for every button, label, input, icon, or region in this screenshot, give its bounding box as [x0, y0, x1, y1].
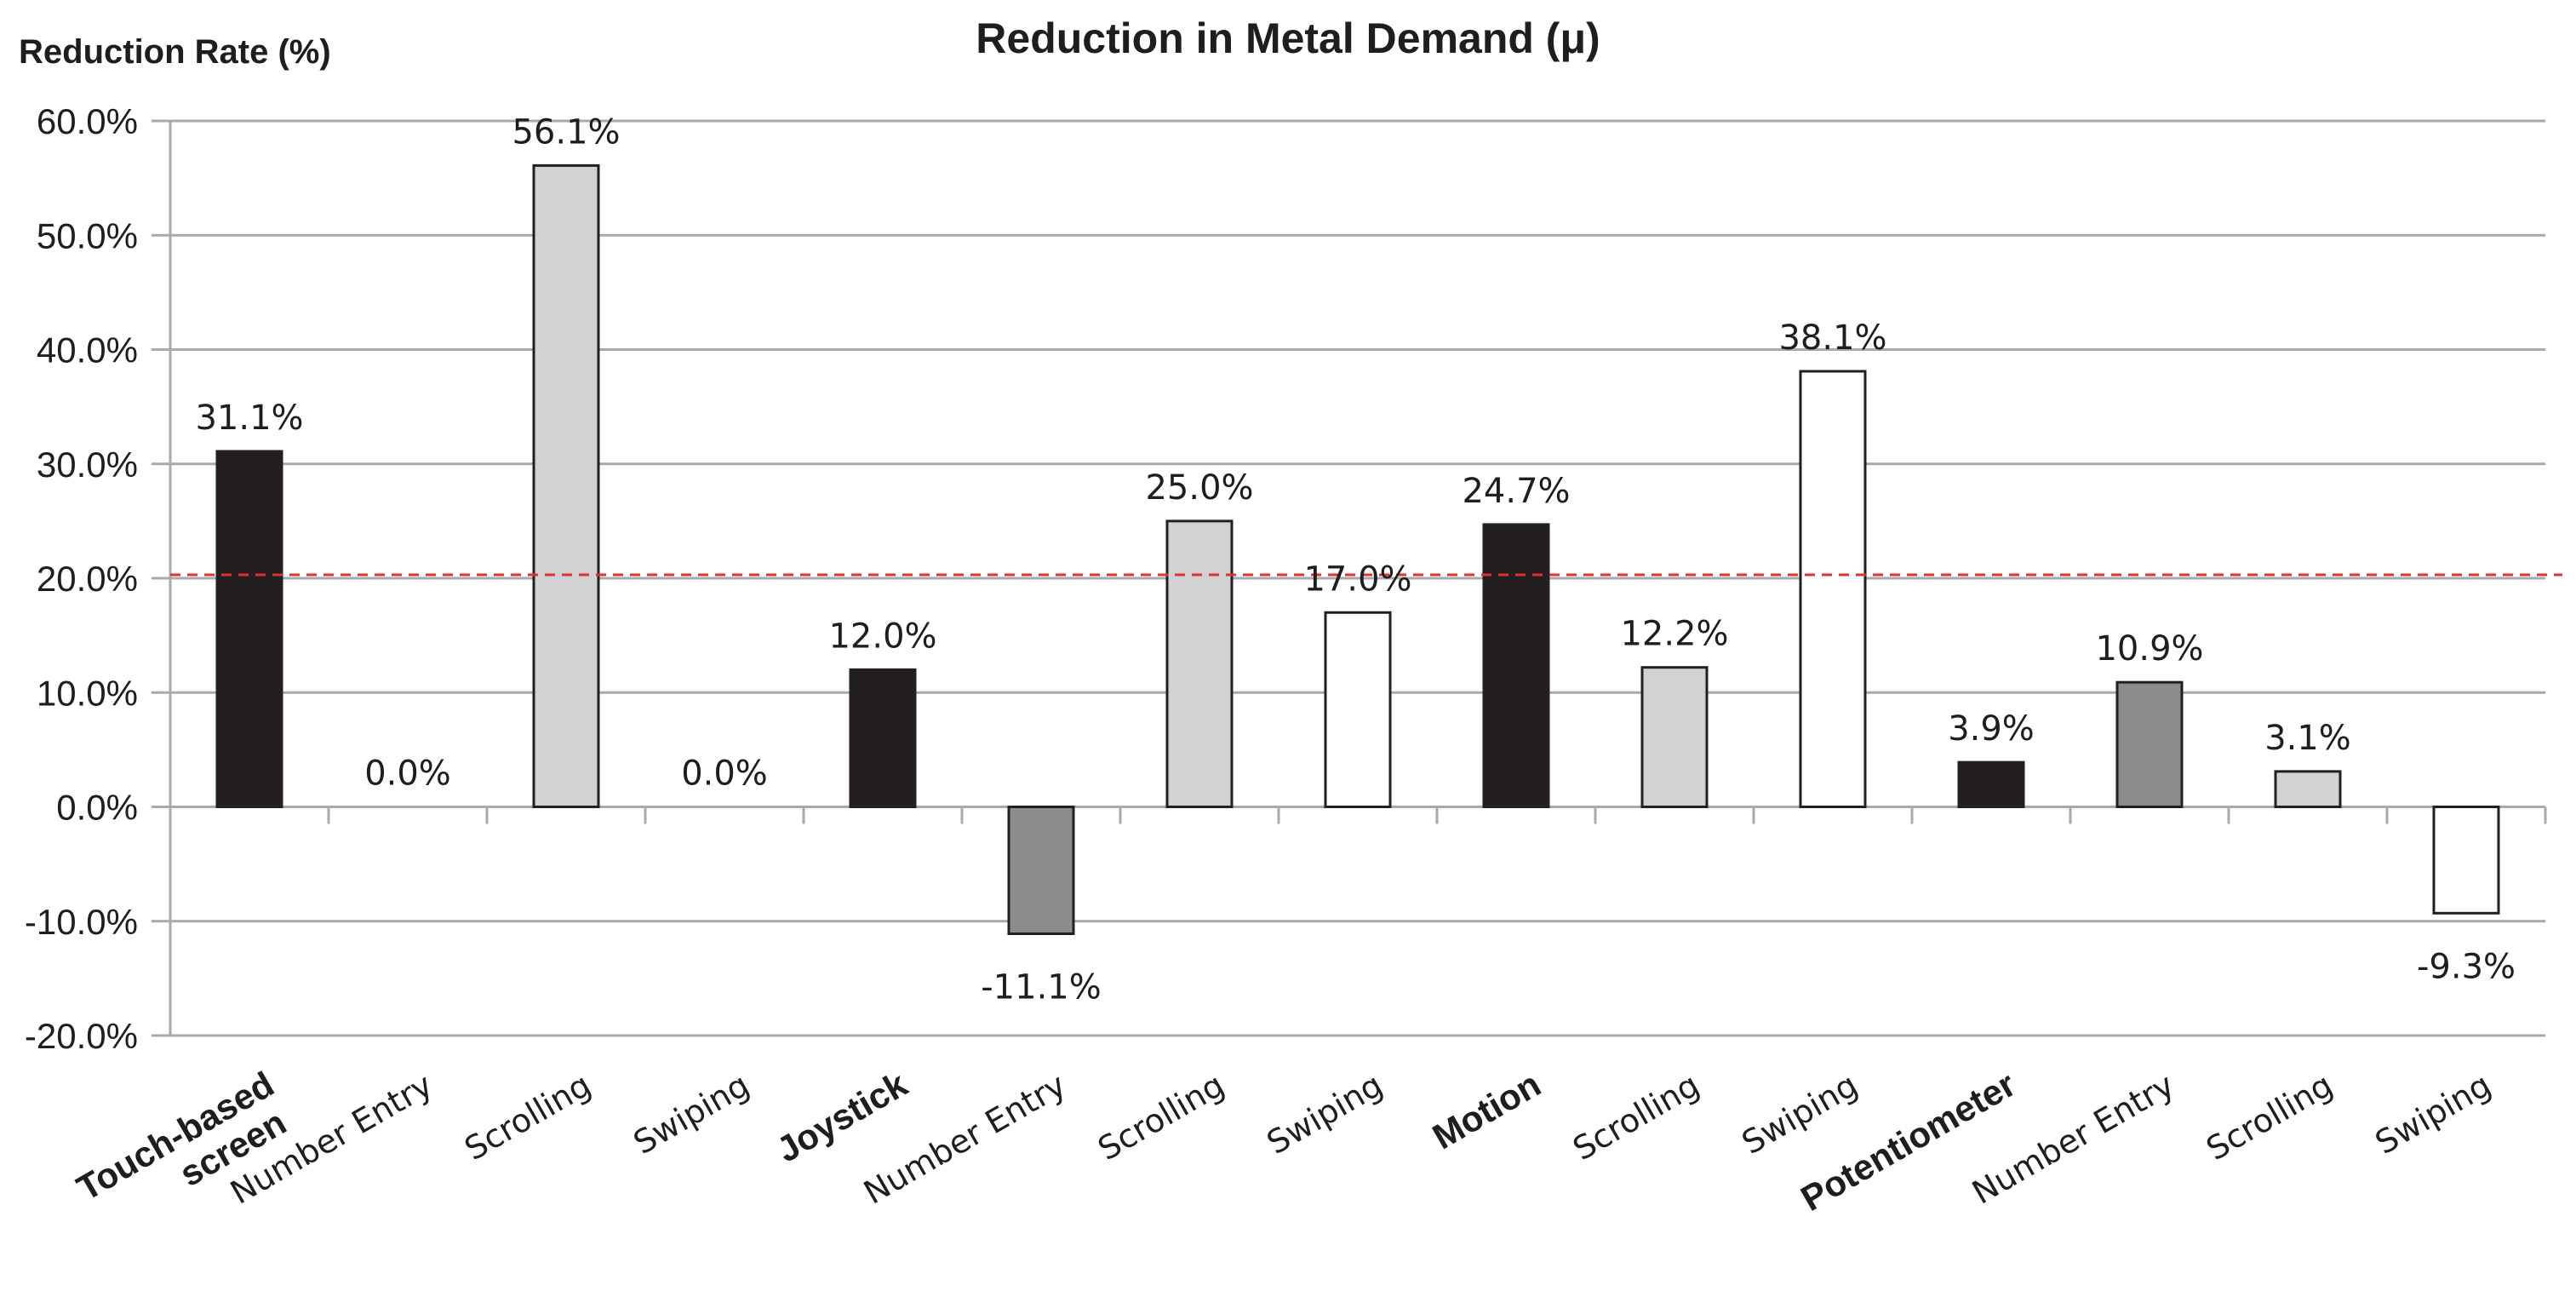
category-label-group: Scrolling [458, 1066, 597, 1168]
y-tick-label: 0.0% [56, 788, 138, 828]
data-label: 3.9% [1948, 709, 2035, 749]
bar [849, 668, 917, 809]
bar [1640, 666, 1709, 809]
y-axis-title: Reduction Rate (%) [19, 33, 331, 71]
bar-layer [215, 164, 2500, 936]
data-label: 0.0% [364, 755, 451, 794]
data-label: -9.3% [2417, 947, 2516, 986]
data-label: 24.7% [1462, 472, 1570, 511]
bar [1482, 523, 1550, 809]
bar [2115, 680, 2184, 808]
y-tick-label: 60.0% [37, 101, 138, 141]
category-label: Swiping [1736, 1066, 1864, 1162]
category-label: Scrolling [1566, 1066, 1705, 1168]
category-label: Scrolling [2200, 1066, 2338, 1168]
bar [1007, 806, 1075, 936]
data-label: 38.1% [1778, 318, 1886, 358]
data-label: 31.1% [195, 399, 303, 438]
y-tick-label: 20.0% [37, 559, 138, 599]
category-label-group: Scrolling [1566, 1066, 1705, 1168]
y-tick-label: 30.0% [37, 445, 138, 485]
category-label-group: Swiping [627, 1066, 756, 1162]
bar [215, 450, 283, 808]
category-label-group: Swiping [1736, 1066, 1864, 1162]
category-label: Swiping [2369, 1066, 2498, 1162]
y-tick-label: 10.0% [37, 673, 138, 713]
category-label-group: Joystick [770, 1064, 914, 1170]
y-tick-label: 50.0% [37, 215, 138, 255]
category-label-group: Swiping [1261, 1066, 1389, 1162]
data-label: -11.1% [981, 968, 1102, 1007]
y-tick-label: -10.0% [25, 902, 138, 942]
bar [2432, 806, 2500, 915]
category-label: Swiping [627, 1066, 756, 1162]
y-tick-layer: 60.0% 50.0% 40.0% 30.0% 20.0% 10.0% 0.0% -10.0%… [25, 101, 170, 1056]
bar [1799, 370, 1867, 808]
y-tick-label: -20.0% [25, 1016, 138, 1056]
chart-title: Reduction in Metal Demand (μ) [976, 14, 1600, 62]
data-label: 10.9% [2095, 629, 2203, 668]
category-label: Scrolling [1091, 1066, 1230, 1168]
bar [1324, 611, 1392, 809]
category-label-group: Scrolling [1091, 1066, 1230, 1168]
category-label: Swiping [1261, 1066, 1389, 1162]
bar [1165, 519, 1234, 808]
data-label: 25.0% [1145, 468, 1253, 508]
data-label: 56.1% [512, 112, 620, 152]
data-label: 17.0% [1303, 559, 1411, 599]
category-label-group: Motion [1426, 1064, 1548, 1157]
bar [2274, 770, 2342, 809]
category-label: Scrolling [458, 1066, 597, 1168]
bar [532, 164, 600, 809]
data-label: 3.1% [2264, 719, 2351, 758]
y-tick-label: 40.0% [37, 330, 138, 370]
data-label-layer: 31.1% 0.0% 56.1% 0.0% 12.0% -11.1% 25.0% 17.0% 2… [195, 112, 2516, 1007]
bar [1957, 760, 2025, 809]
data-label: 12.0% [828, 617, 936, 656]
data-label: 12.2% [1620, 615, 1728, 654]
group-header-label: Motion [1426, 1064, 1548, 1157]
category-label-group: Swiping [2369, 1066, 2498, 1162]
data-label: 0.0% [681, 755, 768, 794]
group-header-label: Joystick [770, 1064, 914, 1170]
category-label-group: Scrolling [2200, 1066, 2338, 1168]
